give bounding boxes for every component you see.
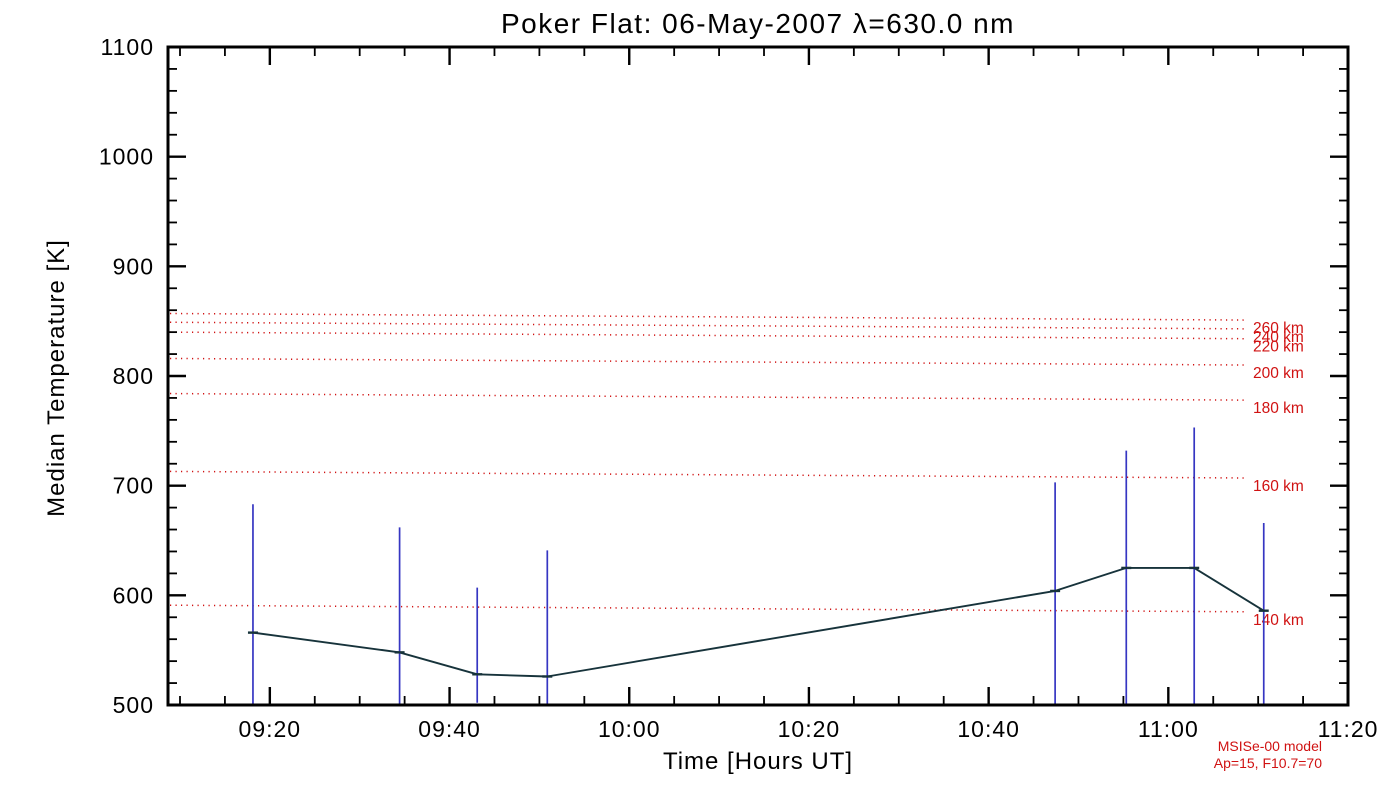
model-annotation: MSISe-00 model Ap=15, F10.7=70 [1214,738,1322,772]
y-tick-label: 1100 [101,34,154,60]
x-tick-label: 10:00 [598,716,661,742]
model-line [169,312,1245,321]
x-tick-label: 11:20 [1318,716,1379,742]
x-axis-label: Time [Hours UT] [662,748,854,775]
model-line [169,331,1245,340]
model-line-label: 260 km [1253,320,1304,337]
model-annotation-line1: MSISe-00 model [1217,738,1322,754]
model-line-label: 200 km [1253,365,1304,382]
model-line-label: 140 km [1253,612,1304,629]
model-line [169,357,1245,366]
model-line [169,321,1245,330]
model-annotation-line2: Ap=15, F10.7=70 [1213,755,1322,771]
plot-frame [166,45,1350,707]
model-line [169,392,1245,401]
model-line-label: 220 km [1253,339,1304,356]
x-tick-label: 09:20 [239,716,302,742]
x-tick-label: 10:20 [778,716,841,742]
model-line-label: 180 km [1253,400,1304,417]
chart-title: Poker Flat: 06-May-2007 λ=630.0 nm [500,8,1015,39]
y-tick-label: 1000 [99,144,154,170]
y-tick-label: 500 [113,692,154,718]
data-line [252,566,1265,678]
x-tick-label: 10:40 [957,716,1020,742]
y-tick-label: 600 [113,582,154,608]
model-line [169,470,1245,479]
y-tick-label: 800 [113,363,154,389]
y-tick-label: 900 [113,253,154,279]
y-tick-label: 700 [113,473,154,499]
x-tick-label: 11:00 [1138,716,1199,742]
x-tick-label: 09:40 [418,716,481,742]
model-line-label: 160 km [1253,478,1304,495]
model-line-label: 240 km [1253,329,1304,346]
model-line [169,604,1245,613]
